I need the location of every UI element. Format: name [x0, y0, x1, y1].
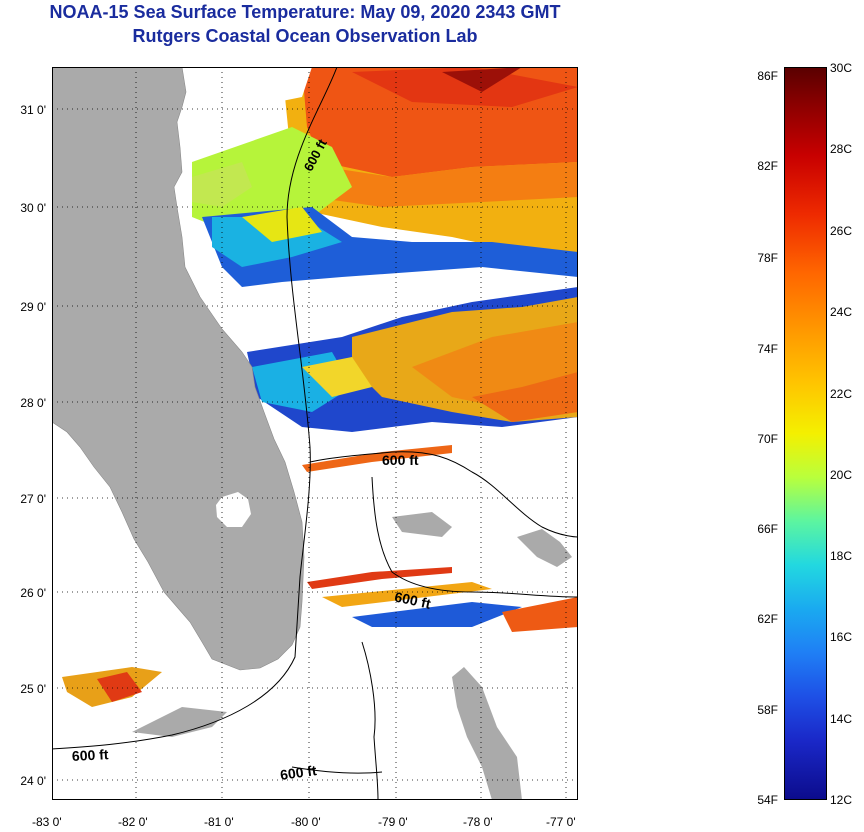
lat-tick-29: 29 0'	[20, 300, 46, 314]
lon-tick-79: -79 0'	[378, 815, 408, 829]
colorbar-f-74: 74F	[757, 342, 778, 356]
lon-tick-82: -82 0'	[118, 815, 148, 829]
temperature-colorbar	[784, 67, 827, 800]
lake-okeechobee	[216, 492, 251, 527]
sst-map: 600 ft 600 ft 600 ft 600 ft 600 ft	[52, 67, 578, 800]
abaco-island	[392, 512, 452, 537]
colorbar-f-78: 78F	[757, 251, 778, 265]
colorbar-f-86: 86F	[757, 69, 778, 83]
colorbar-f-62: 62F	[757, 612, 778, 626]
colorbar-c-26: 26C	[830, 224, 853, 238]
lat-tick-25: 25 0'	[20, 682, 46, 696]
colorbar-c-14: 14C	[830, 712, 853, 726]
sst-warm-north	[192, 67, 578, 287]
colorbar-c-20: 20C	[830, 468, 853, 482]
cuba-landmass	[132, 707, 227, 737]
colorbar-c-24: 24C	[830, 305, 853, 319]
colorbar-c-22: 22C	[830, 387, 853, 401]
colorbar-c-18: 18C	[830, 549, 853, 563]
grand-bahama	[517, 529, 572, 567]
andros-island	[452, 667, 522, 800]
lat-tick-30: 30 0'	[20, 201, 46, 215]
map-border	[52, 67, 578, 800]
lon-tick-80: -80 0'	[291, 815, 321, 829]
colorbar-c-16: 16C	[830, 630, 853, 644]
graticule	[52, 67, 578, 800]
lat-tick-31: 31 0'	[20, 103, 46, 117]
colorbar-c-28: 28C	[830, 142, 853, 156]
map-subtitle: Rutgers Coastal Ocean Observation Lab	[132, 26, 478, 46]
lat-tick-26: 26 0'	[20, 586, 46, 600]
colorbar-f-66: 66F	[757, 522, 778, 536]
map-title: NOAA-15 Sea Surface Temperature: May 09,…	[49, 2, 561, 22]
colorbar-c-30: 30C	[830, 61, 853, 75]
lon-tick-81: -81 0'	[204, 815, 234, 829]
isobath-label-center: 600 ft	[382, 452, 419, 468]
lon-tick-78: -78 0'	[463, 815, 493, 829]
isobath-label-keys: 600 ft	[72, 746, 110, 764]
lat-tick-24: 24 0'	[20, 774, 46, 788]
sst-middle-band	[247, 287, 578, 432]
colorbar-c-12: 12C	[830, 793, 853, 807]
colorbar-f-58: 58F	[757, 703, 778, 717]
sst-south-streaks	[62, 445, 578, 707]
isobath-600ft	[52, 67, 578, 800]
colorbar-f-54: 54F	[757, 793, 778, 807]
colorbar-f-70: 70F	[757, 432, 778, 446]
lat-tick-27: 27 0'	[20, 492, 46, 506]
colorbar-f-82: 82F	[757, 159, 778, 173]
isobath-label-bahamas: 600 ft	[393, 588, 432, 611]
lon-tick-83: -83 0'	[32, 815, 62, 829]
isobath-label-south: 600 ft	[279, 762, 318, 783]
lon-tick-77: -77 0'	[546, 815, 576, 829]
lat-tick-28: 28 0'	[20, 396, 46, 410]
